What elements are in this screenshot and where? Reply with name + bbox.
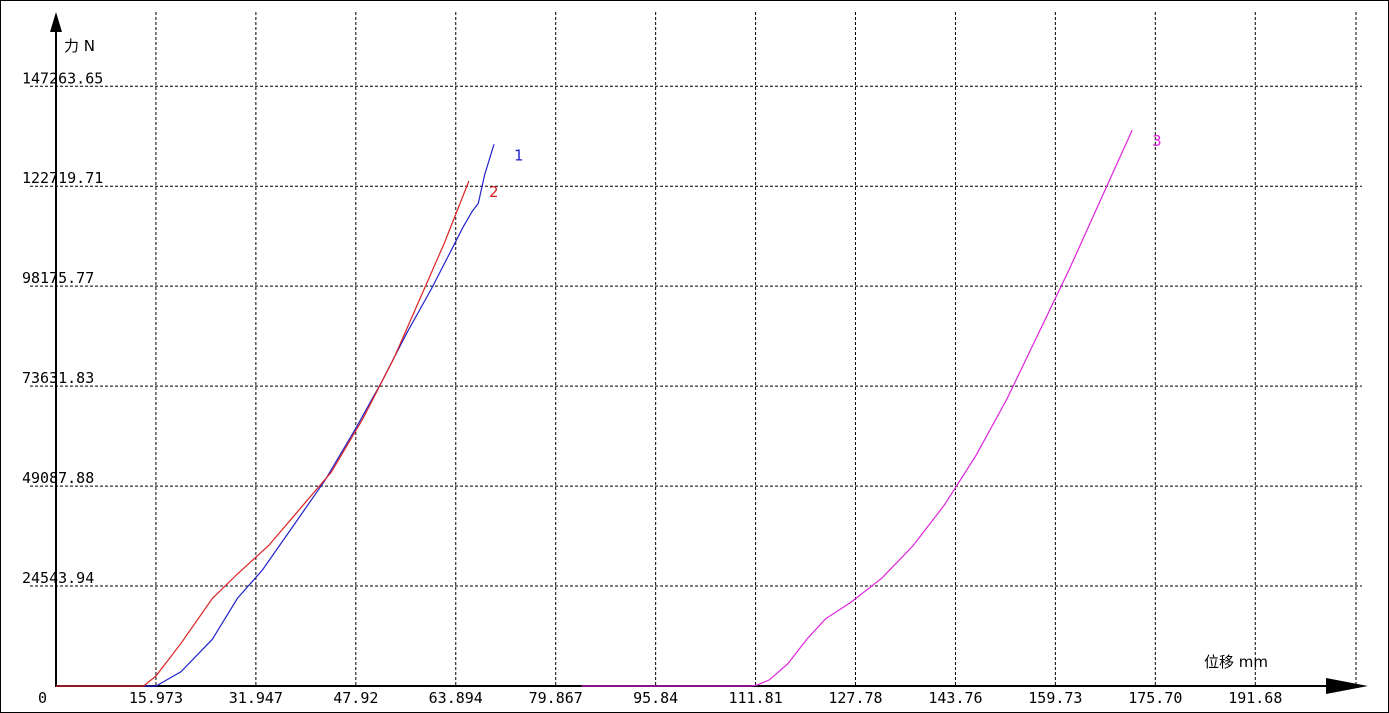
series-line-2 xyxy=(56,180,470,687)
x-tick-label: 127.78 xyxy=(828,689,882,707)
y-tick-label: 147263.65 xyxy=(22,69,103,87)
x-tick-label: 111.81 xyxy=(728,689,782,707)
y-tick-label: 122719.71 xyxy=(22,169,103,187)
tick-labels: 24543.94 49087.88 73631.83 98175.77 122719.7… xyxy=(22,69,1282,707)
y-axis-arrow xyxy=(50,12,62,32)
axes xyxy=(50,12,1368,694)
x-tick-label: 159.73 xyxy=(1028,689,1082,707)
x-tick-label: 31.947 xyxy=(229,689,283,707)
x-tick-label: 15.973 xyxy=(129,689,183,707)
series-label-2: 2 xyxy=(489,183,499,201)
x-axis-label: 位移 mm xyxy=(1204,653,1268,671)
x-tick-label: 47.92 xyxy=(333,689,378,707)
series-group: 1 2 3 xyxy=(56,129,1162,687)
origin-label: 0 xyxy=(38,689,47,707)
x-tick-label: 191.68 xyxy=(1228,689,1282,707)
series-line-1 xyxy=(56,144,495,687)
y-tick-label: 73631.83 xyxy=(22,369,94,387)
y-tick-label: 98175.77 xyxy=(22,269,94,287)
series-line-3 xyxy=(581,129,1133,687)
y-tick-label: 49087.88 xyxy=(22,469,94,487)
x-tick-label: 143.76 xyxy=(928,689,982,707)
x-tick-label: 79.867 xyxy=(529,689,583,707)
x-tick-label: 175.70 xyxy=(1128,689,1182,707)
grid xyxy=(30,12,1362,686)
series-label-3: 3 xyxy=(1152,132,1162,150)
x-tick-label: 95.84 xyxy=(633,689,678,707)
y-axis-label: 力 N xyxy=(64,37,95,55)
x-tick-label: 63.894 xyxy=(429,689,483,707)
series-label-1: 1 xyxy=(514,146,524,164)
y-tick-label: 24543.94 xyxy=(22,569,94,587)
x-axis-arrow xyxy=(1326,678,1368,694)
